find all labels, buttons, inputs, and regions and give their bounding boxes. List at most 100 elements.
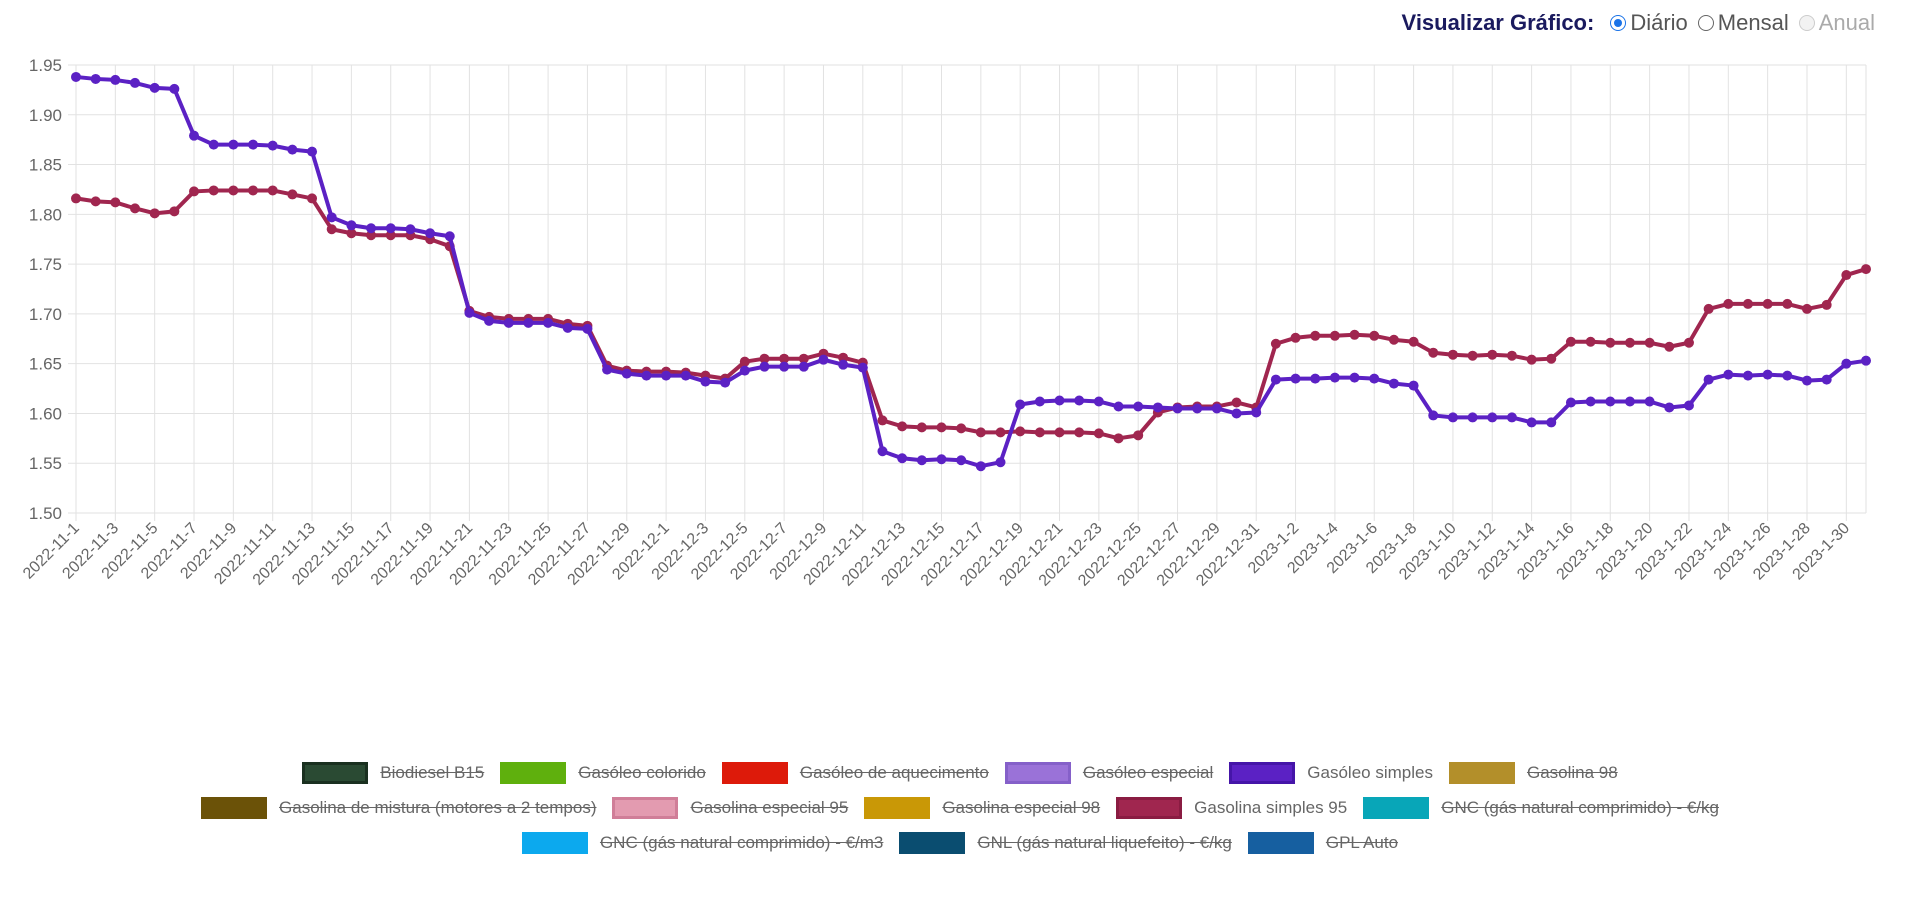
radio-label: Diário [1630,10,1688,35]
legend-row: GNC (gás natural comprimido) - €/m3 GNL (… [0,832,1920,854]
data-point [267,185,278,196]
legend-swatch [1247,832,1314,854]
legend-swatch [612,797,679,819]
data-point [582,323,593,334]
data-point [464,307,475,318]
legend-item[interactable]: Gasolina 98 [1448,762,1618,784]
legend-item[interactable]: GNC (gás natural comprimido) - €/m3 [521,832,884,854]
radio-monthly[interactable]: Mensal [1697,10,1789,36]
data-point [1841,358,1852,369]
legend-item[interactable]: Gasolina de mistura (motores a 2 tempos) [201,797,596,819]
data-point [1270,374,1281,385]
data-point [248,139,259,150]
data-point [1605,396,1616,407]
data-point [1624,396,1635,407]
data-point [90,73,101,84]
radio-yearly: Anual [1798,10,1875,36]
data-point [1369,373,1380,384]
data-point [228,185,239,196]
chart-view-selector: Visualizar Gráfico: Diário Mensal Anual [1402,10,1875,36]
data-point [1447,412,1458,423]
data-point [1467,350,1478,361]
data-point [897,453,908,464]
data-point [602,364,613,375]
legend-label: GNC (gás natural comprimido) - €/m3 [599,833,884,852]
data-point [1074,427,1085,438]
legend-label: Gasolina de mistura (motores a 2 tempos) [279,798,597,817]
data-point [936,422,947,433]
data-point [523,317,534,328]
data-point [130,203,141,214]
data-point [1624,337,1635,348]
data-point [71,71,81,82]
legend-item[interactable]: GNL (gás natural liquefeito) - €/kg [899,832,1232,854]
y-tick-label: 1.60 [29,404,62,423]
data-point [1290,332,1301,343]
data-point [1546,353,1557,364]
data-point [1861,264,1871,275]
data-point [1133,430,1144,441]
data-point [1349,329,1360,340]
legend-label: Gasóleo especial [1082,763,1214,782]
legend-swatch [1229,762,1296,784]
data-point [1408,336,1419,347]
data-point [110,197,121,208]
data-point [1487,412,1498,423]
data-point [1349,372,1360,383]
radio-icon [1610,15,1627,31]
data-point [838,352,849,363]
legend-item[interactable]: GNC (gás natural comprimido) - €/kg [1363,797,1719,819]
data-point [1388,334,1399,345]
data-point [897,421,908,432]
data-point [1329,372,1340,383]
data-point [1585,396,1596,407]
data-point [995,427,1006,438]
data-point [1467,412,1478,423]
data-point [1113,401,1124,412]
data-point [916,455,927,466]
data-point [759,353,770,364]
data-point [857,362,868,373]
legend-item[interactable]: Gasóleo especial [1004,762,1214,784]
data-point [779,353,790,364]
data-point [1054,395,1065,406]
data-point [877,446,888,457]
data-point [1034,396,1045,407]
data-point [1133,401,1144,412]
data-point [287,189,298,200]
legend-item[interactable]: Biodiesel B15 [302,762,484,784]
data-point [680,370,691,381]
legend-item[interactable]: Gasóleo de aquecimento [721,762,989,784]
data-point [1762,369,1773,380]
legend-item[interactable]: Gasóleo simples [1229,762,1433,784]
data-point [130,77,141,88]
data-point [1388,378,1399,389]
data-point [1231,397,1242,408]
legend-item[interactable]: GPL Auto [1247,832,1399,854]
data-point [1526,354,1537,365]
legend-item[interactable]: Gasóleo colorido [500,762,706,784]
data-point [1054,427,1065,438]
legend-label: Biodiesel B15 [380,763,485,782]
data-point [484,315,495,326]
data-point [1526,417,1537,428]
data-point [1565,397,1576,408]
data-point [1801,303,1812,314]
legend-swatch [302,762,369,784]
legend-item[interactable]: Gasolina especial 98 [864,797,1100,819]
data-point [975,427,986,438]
data-point [1093,396,1104,407]
data-point [1841,270,1852,281]
line-chart: 1.50 1.55 1.60 1.65 1.70 1.75 1.80 1.85 1.90 1.95… [20,56,1871,590]
legend-item[interactable]: Gasolina especial 95 [612,797,848,819]
legend-label: Gasóleo de aquecimento [799,763,989,782]
legend-label: GPL Auto [1325,833,1399,852]
radio-label: Anual [1818,10,1875,35]
legend-label: Gasolina simples 95 [1194,798,1348,817]
data-point [1683,400,1694,411]
legend-item[interactable]: Gasolina simples 95 [1116,797,1347,819]
data-point [621,368,632,379]
data-point [543,317,554,328]
radio-daily[interactable]: Diário [1610,10,1688,36]
y-tick-label: 1.85 [29,156,62,175]
